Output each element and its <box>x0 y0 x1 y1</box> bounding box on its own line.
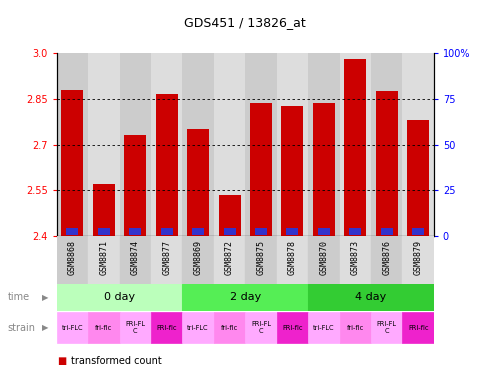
Bar <box>57 284 182 311</box>
Bar <box>88 236 119 284</box>
Text: GSM8871: GSM8871 <box>99 240 108 275</box>
Text: fri-flc: fri-flc <box>221 325 238 330</box>
Bar <box>124 135 146 236</box>
Text: tri-FLC: tri-FLC <box>62 325 83 330</box>
Text: fri-flc: fri-flc <box>95 325 112 330</box>
Bar <box>223 228 236 235</box>
Text: tri-FLC: tri-FLC <box>313 325 335 330</box>
Bar <box>349 228 361 235</box>
Bar <box>182 312 214 343</box>
Text: FRI-flc: FRI-flc <box>408 325 428 330</box>
Text: FRI-FL
C: FRI-FL C <box>251 321 271 334</box>
Bar <box>286 228 298 235</box>
Bar <box>93 184 115 236</box>
Bar <box>308 236 340 284</box>
Bar <box>318 228 330 235</box>
Bar <box>313 103 335 236</box>
Bar <box>340 312 371 343</box>
Bar <box>308 53 340 236</box>
Bar <box>119 236 151 284</box>
Bar <box>376 91 398 236</box>
Text: FRI-flc: FRI-flc <box>282 325 303 330</box>
Bar <box>192 228 204 235</box>
Text: strain: strain <box>7 322 35 333</box>
Bar <box>402 236 434 284</box>
Bar <box>57 53 88 236</box>
Bar <box>340 53 371 236</box>
Bar <box>156 94 177 236</box>
Bar <box>245 312 277 343</box>
Text: GSM8874: GSM8874 <box>131 240 140 275</box>
Text: ▶: ▶ <box>42 293 48 302</box>
Bar <box>371 53 402 236</box>
Text: FRI-FL
C: FRI-FL C <box>125 321 145 334</box>
Text: 4 day: 4 day <box>355 292 387 302</box>
Bar <box>371 312 402 343</box>
Bar <box>88 312 119 343</box>
Bar <box>402 53 434 236</box>
Bar <box>277 236 308 284</box>
Bar <box>344 59 366 236</box>
Bar <box>214 236 246 284</box>
Bar <box>88 53 119 236</box>
Bar <box>57 312 88 343</box>
Text: FRI-flc: FRI-flc <box>156 325 177 330</box>
Text: FRI-FL
C: FRI-FL C <box>377 321 397 334</box>
Bar <box>277 53 308 236</box>
Bar <box>161 228 173 235</box>
Bar <box>412 228 424 235</box>
Bar <box>129 228 141 235</box>
Text: ▶: ▶ <box>42 323 48 332</box>
Bar <box>57 236 88 284</box>
Bar <box>119 312 151 343</box>
Text: GSM8877: GSM8877 <box>162 240 171 275</box>
Text: GSM8872: GSM8872 <box>225 240 234 275</box>
Bar <box>151 312 182 343</box>
Bar <box>407 120 429 236</box>
Bar <box>381 228 393 235</box>
Bar <box>245 236 277 284</box>
Bar <box>187 129 209 236</box>
Bar <box>214 53 246 236</box>
Text: GSM8873: GSM8873 <box>351 240 360 275</box>
Text: GSM8875: GSM8875 <box>256 240 266 275</box>
Bar <box>308 312 340 343</box>
Text: GSM8878: GSM8878 <box>288 240 297 275</box>
Bar <box>282 107 303 236</box>
Bar <box>245 53 277 236</box>
Bar <box>371 236 402 284</box>
Bar <box>214 312 245 343</box>
Text: time: time <box>7 292 30 302</box>
Text: GSM8876: GSM8876 <box>382 240 391 275</box>
Bar <box>67 228 78 235</box>
Bar <box>250 103 272 236</box>
Bar <box>119 53 151 236</box>
Text: 2 day: 2 day <box>230 292 261 302</box>
Text: GSM8868: GSM8868 <box>68 240 77 275</box>
Text: ■: ■ <box>57 356 66 366</box>
Bar <box>402 312 434 343</box>
Bar <box>182 284 308 311</box>
Text: GSM8879: GSM8879 <box>414 240 423 275</box>
Bar <box>340 236 371 284</box>
Bar <box>255 228 267 235</box>
Text: GDS451 / 13826_at: GDS451 / 13826_at <box>184 16 306 29</box>
Text: GSM8870: GSM8870 <box>319 240 328 275</box>
Bar <box>182 53 214 236</box>
Bar <box>182 236 214 284</box>
Bar <box>98 228 110 235</box>
Bar <box>218 195 241 236</box>
Text: 0 day: 0 day <box>104 292 135 302</box>
Bar <box>151 236 182 284</box>
Bar <box>277 312 308 343</box>
Bar <box>151 53 182 236</box>
Bar <box>308 284 434 311</box>
Text: tri-FLC: tri-FLC <box>187 325 209 330</box>
Bar <box>62 90 83 236</box>
Text: transformed count: transformed count <box>71 356 162 366</box>
Text: fri-flc: fri-flc <box>347 325 364 330</box>
Text: GSM8869: GSM8869 <box>194 240 203 275</box>
